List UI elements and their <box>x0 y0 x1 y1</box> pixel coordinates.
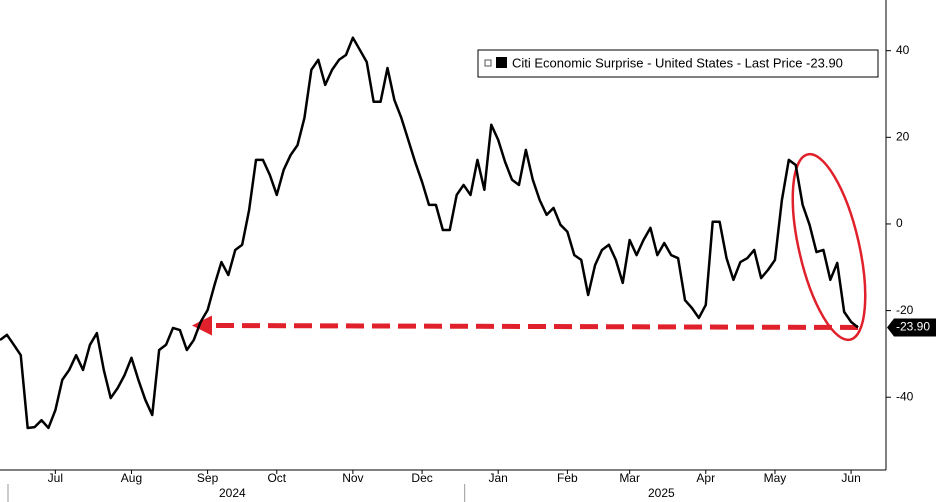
x-tick-label: May <box>764 471 787 485</box>
legend-box <box>477 49 879 78</box>
x-tick-label: Oct <box>267 471 286 485</box>
arrow-head <box>192 315 212 336</box>
year-label: 2024 <box>219 486 246 500</box>
x-tick-label: Jan <box>489 471 508 485</box>
x-tick-label: Jul <box>48 471 63 485</box>
x-tick-label: Dec <box>411 471 432 485</box>
line <box>0 36 859 430</box>
x-tick-label: Feb <box>557 471 578 485</box>
x-tick-label: Nov <box>342 471 363 485</box>
x-tick-label: Mar <box>619 471 640 485</box>
y-tick-label: 0 <box>896 216 903 230</box>
last-price-label: -23.90 <box>896 320 930 334</box>
legend-label: Citi Economic Surprise - United States -… <box>512 55 843 70</box>
legend-swatch <box>496 57 507 68</box>
y-tick-label: 40 <box>896 43 910 57</box>
last-price-tag <box>887 318 936 337</box>
legend: Citi Economic Surprise - United States -… <box>477 49 879 78</box>
y-tick-label: -20 <box>896 303 914 317</box>
dashed-arrow <box>209 322 859 330</box>
x-tick-label: Jun <box>841 471 860 485</box>
x-tick-label: Sep <box>197 471 219 485</box>
highlight-ellipse <box>791 152 867 342</box>
y-tick-label: 20 <box>896 129 910 143</box>
legend-toggle <box>484 59 492 67</box>
x-tick-label: Apr <box>696 471 715 485</box>
y-tick-label: -40 <box>896 389 914 403</box>
year-label: 2025 <box>648 486 675 500</box>
x-tick-label: Aug <box>121 471 142 485</box>
